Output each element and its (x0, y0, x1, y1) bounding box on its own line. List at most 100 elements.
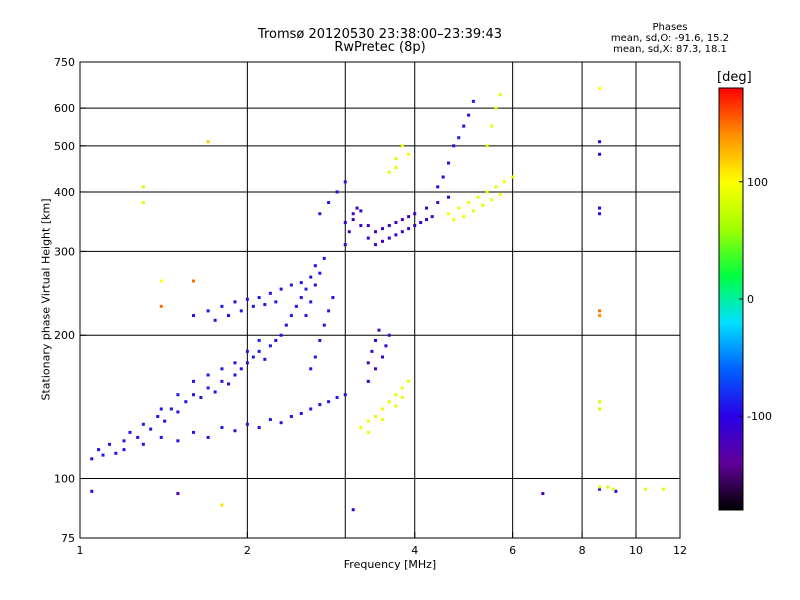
data-point (400, 230, 404, 234)
data-point (425, 218, 429, 222)
data-point (373, 338, 377, 342)
data-point (380, 227, 384, 231)
data-point (176, 439, 180, 443)
data-point (471, 99, 475, 103)
x-tick-label: 6 (509, 544, 516, 557)
data-point (407, 379, 411, 383)
data-point (213, 390, 217, 394)
data-point (485, 144, 489, 148)
data-point (351, 508, 355, 512)
data-point (384, 344, 388, 348)
phase-stats: Phases mean, sd,O: -91.6, 15.2 mean, sd,… (600, 22, 740, 55)
data-point (400, 218, 404, 222)
data-point (452, 218, 456, 222)
data-point (335, 190, 339, 194)
data-point (279, 333, 283, 337)
x-tick-label: 1 (77, 544, 84, 557)
x-tick-label: 12 (673, 544, 687, 557)
data-point (355, 206, 359, 210)
data-point (90, 489, 94, 493)
y-tick-label: 300 (54, 245, 75, 258)
data-point (227, 314, 231, 318)
data-point (373, 243, 377, 247)
data-point (476, 195, 480, 199)
data-point (359, 209, 363, 213)
data-point (471, 209, 475, 213)
data-point (430, 215, 434, 219)
data-point (343, 243, 347, 247)
data-point (322, 323, 326, 327)
data-point (394, 393, 398, 397)
data-point (220, 304, 224, 308)
data-point (614, 489, 618, 493)
data-point (318, 338, 322, 342)
data-point (268, 344, 272, 348)
data-point (263, 303, 267, 307)
plot-frame (79, 61, 681, 539)
colorbar-tick-label: -100 (747, 410, 772, 423)
data-point (251, 355, 255, 359)
grid-lines (80, 62, 680, 538)
data-point (108, 442, 112, 446)
data-point (598, 309, 602, 313)
data-point (343, 393, 347, 397)
data-point (541, 492, 545, 496)
data-point (366, 379, 370, 383)
data-point (299, 296, 303, 300)
data-point (206, 386, 210, 390)
data-point (191, 379, 195, 383)
data-point (318, 212, 322, 216)
data-point (327, 400, 331, 404)
data-point (268, 291, 272, 295)
data-point (191, 393, 195, 397)
data-point (327, 309, 331, 313)
data-point (159, 407, 163, 411)
data-point (446, 212, 450, 216)
y-axis-ticks: 75 100 200 300 400 500 600 750 (54, 56, 86, 545)
data-point (394, 157, 398, 161)
data-point (184, 400, 188, 404)
y-tick-label: 750 (54, 56, 75, 69)
data-point (407, 227, 411, 231)
data-point (598, 140, 602, 144)
data-point (366, 224, 370, 228)
data-point (441, 175, 445, 179)
x-axis-label: Frequency [MHz] (343, 558, 437, 571)
x-tick-label: 4 (411, 544, 418, 557)
y-tick-label: 400 (54, 186, 75, 199)
data-point (233, 429, 237, 433)
data-point (366, 361, 370, 365)
data-point (598, 206, 602, 210)
data-point (263, 357, 267, 361)
data-point (169, 407, 173, 411)
data-point (643, 487, 647, 491)
data-point (318, 403, 322, 407)
data-point (400, 395, 404, 399)
data-point (380, 407, 384, 411)
data-point (436, 201, 440, 205)
data-point (213, 318, 217, 322)
data-point (335, 395, 339, 399)
data-point (257, 338, 261, 342)
colorbar (718, 87, 744, 511)
data-point (387, 400, 391, 404)
data-point (598, 407, 602, 411)
data-point (598, 86, 602, 90)
data-point (407, 152, 411, 156)
y-axis-label: Stationary phase Virtual Height [km] (39, 198, 53, 401)
x-axis-ticks: 1 2 4 6 8 10 12 (77, 532, 687, 557)
data-point (318, 271, 322, 275)
data-point (114, 451, 118, 455)
y-tick-label: 75 (61, 532, 75, 545)
data-point (502, 180, 506, 184)
data-point (309, 300, 313, 304)
data-point (128, 430, 132, 434)
data-point (611, 487, 615, 491)
data-point (457, 136, 461, 140)
data-point (407, 215, 411, 219)
data-point (220, 379, 224, 383)
data-point (141, 185, 145, 189)
data-point (257, 296, 261, 300)
phase-stats-heading: Phases (652, 22, 688, 33)
